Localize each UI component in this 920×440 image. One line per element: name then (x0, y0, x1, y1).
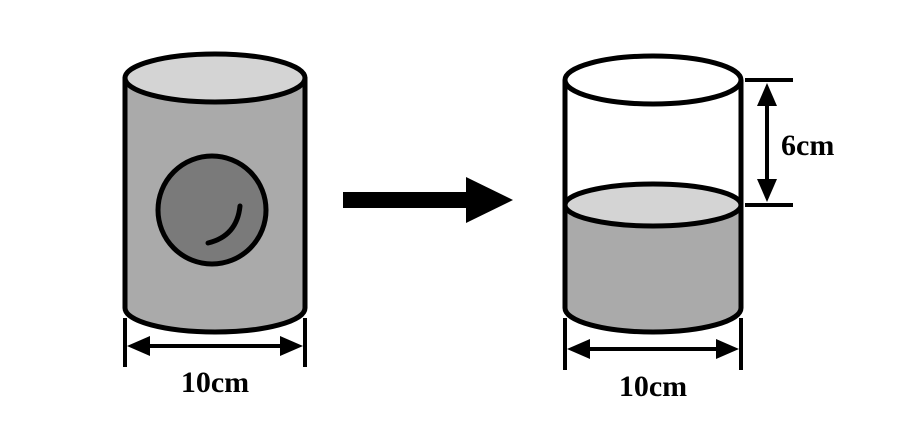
height-label: 6cm (781, 129, 834, 162)
left-width-dimension: 10cm (123, 318, 307, 399)
sphere-highlight (205, 203, 243, 246)
sphere (155, 153, 269, 267)
right-cylinder-water (562, 202, 744, 335)
arrow-head (466, 177, 513, 223)
right-width-dimension: 10cm (563, 318, 743, 403)
right-width-label: 10cm (619, 370, 687, 403)
left-cylinder (122, 51, 308, 335)
right-cylinder (562, 53, 744, 335)
transition-arrow (343, 177, 513, 223)
right-cylinder-top (562, 53, 744, 107)
right-cylinder-water-surface (562, 181, 744, 229)
left-dim-arrowhead-left (127, 336, 150, 356)
left-width-label: 10cm (181, 366, 249, 399)
height-dim-arrowhead-top (757, 83, 777, 106)
arrow-shaft (343, 192, 468, 208)
left-cylinder-top (122, 51, 308, 105)
right-dim-arrowhead-left (567, 339, 590, 359)
right-dim-arrowhead-right (716, 339, 739, 359)
right-height-dimension: 6cm (745, 78, 834, 207)
left-dim-arrowhead-right (280, 336, 303, 356)
height-dim-arrowhead-bottom (757, 179, 777, 202)
